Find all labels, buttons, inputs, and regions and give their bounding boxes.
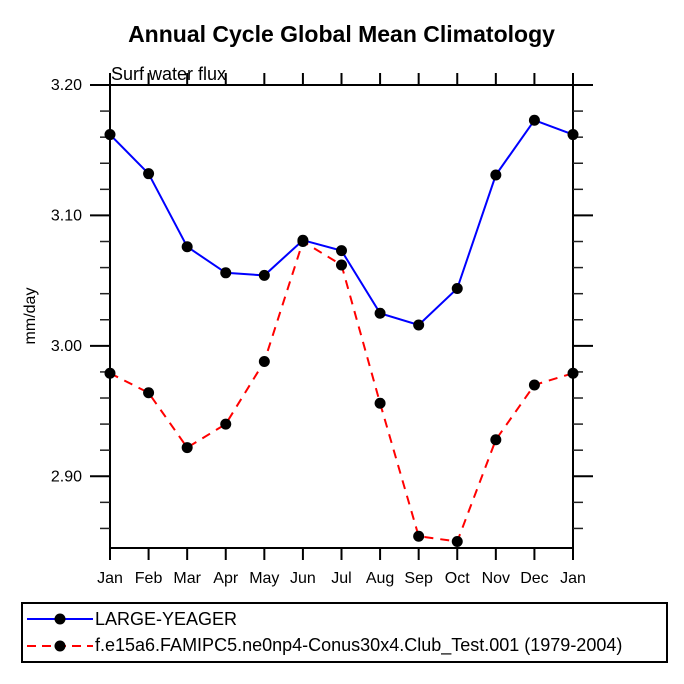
chart-subtitle: Surf water flux — [111, 64, 227, 84]
x-tick-label: Aug — [366, 570, 394, 587]
legend-label-model-run: f.e15a6.FAMIPC5.ne0np4-Conus30x4.Club_Te… — [95, 635, 623, 656]
data-point-marker — [374, 307, 386, 319]
legend-line-sample-solid — [27, 613, 93, 625]
data-point-marker — [528, 379, 540, 391]
x-tick-label: Mar — [173, 570, 201, 587]
x-tick-label: Jul — [331, 570, 351, 587]
series-line-dashed — [109, 239, 574, 543]
data-point-marker — [104, 367, 116, 379]
x-tick-label: Jun — [290, 570, 316, 587]
legend-line-sample-dashed — [27, 640, 93, 652]
data-point-marker — [258, 355, 270, 367]
data-point-marker — [451, 535, 463, 547]
data-point-marker — [181, 442, 193, 454]
x-tick-label: Feb — [135, 570, 163, 587]
data-point-marker — [490, 169, 502, 181]
data-point-marker — [374, 397, 386, 409]
y-tick-label: 3.00 — [51, 338, 82, 355]
data-point-marker — [181, 241, 193, 253]
line-chart-plot-area: Jan Feb Mar Apr May Jun Jul Aug Sep Oct Nov Dec Jan 2… — [51, 73, 593, 587]
data-point-marker — [567, 129, 579, 141]
data-point-marker — [528, 114, 540, 126]
data-point-marker — [143, 387, 155, 399]
x-tick-label: Sep — [404, 570, 433, 587]
data-point-marker — [413, 319, 425, 331]
data-point-marker — [567, 367, 579, 379]
y-tick-label: 3.10 — [51, 207, 82, 224]
data-point-marker — [220, 267, 232, 279]
data-point-marker — [451, 282, 463, 294]
plot-frame — [109, 84, 574, 549]
legend-label-large-yeager: LARGE-YEAGER — [95, 608, 238, 629]
chart-title: Annual Cycle Global Mean Climatology — [128, 21, 555, 47]
y-tick-label: 2.90 — [51, 468, 82, 485]
data-point-marker — [143, 168, 155, 180]
x-tick-label: Apr — [213, 570, 239, 587]
x-tick-label: May — [249, 570, 279, 587]
legend-box: LARGE-YEAGER f.e15a6.FAMIPC5.ne0np4-Conu… — [21, 602, 668, 663]
series-line-solid — [109, 119, 574, 327]
data-point-marker — [297, 236, 309, 248]
y-tick-label: 3.20 — [51, 77, 82, 94]
legend-marker-dot-icon — [54, 640, 66, 652]
legend-item-model-run: f.e15a6.FAMIPC5.ne0np4-Conus30x4.Club_Te… — [27, 633, 666, 660]
data-point-marker — [490, 434, 502, 446]
x-tick-label: Jan — [97, 570, 123, 587]
x-tick-label: Nov — [482, 570, 510, 587]
legend-marker-dot-icon — [54, 613, 66, 625]
data-point-marker — [413, 530, 425, 542]
data-point-marker — [336, 245, 347, 257]
data-point-marker — [220, 418, 232, 430]
data-point-marker — [336, 259, 347, 271]
x-tick-label: Oct — [445, 570, 470, 587]
x-tick-label: Dec — [520, 570, 548, 587]
legend-item-large-yeager: LARGE-YEAGER — [27, 606, 666, 633]
data-point-marker — [258, 269, 270, 281]
x-tick-label: Jan — [560, 570, 586, 587]
data-point-marker — [104, 129, 116, 141]
